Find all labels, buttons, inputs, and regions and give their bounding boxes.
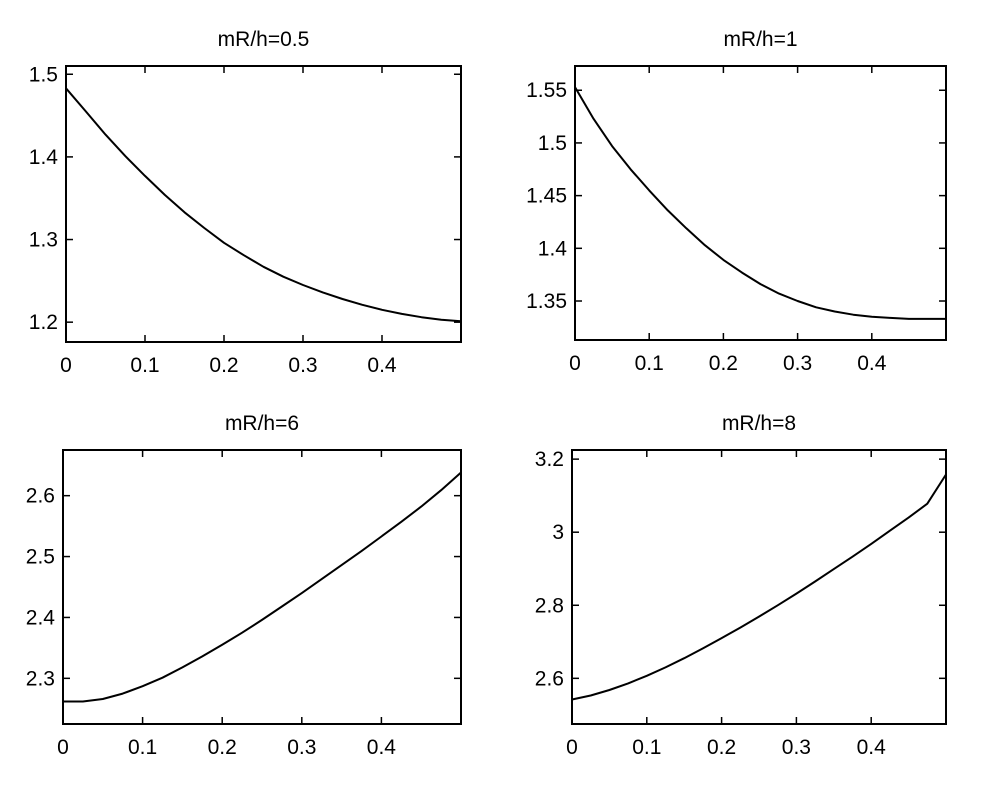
- y-tick-label: 2.6: [535, 667, 564, 690]
- axes-frame: [65, 65, 462, 343]
- subplot-2: mR/h=1 0 0.1 0.2 0.3 0.4 1.35 1.4 1.45 1.5 1.55: [526, 28, 947, 375]
- y-tick-label: 1.55: [526, 79, 567, 102]
- subplot-title: mR/h=6: [225, 412, 299, 435]
- axes-frame: [62, 449, 462, 725]
- x-tick-label: 0.4: [367, 736, 397, 759]
- y-tick-label: 1.2: [29, 311, 58, 334]
- y-tick-label: 1.45: [526, 185, 567, 208]
- axes-frame: [574, 65, 947, 341]
- x-tick-label: 0.4: [857, 352, 887, 375]
- x-tick-label: 0.2: [707, 736, 736, 759]
- axes-frame: [571, 449, 947, 725]
- y-tick-label: 2.5: [26, 546, 55, 569]
- series-line: [63, 471, 462, 703]
- y-tick-label: 1.5: [29, 63, 58, 86]
- subplot-1: mR/h=0.5 0 0.1 0.2 0.3 0.4 1.2 1.3 1.4 1.5: [29, 28, 462, 377]
- y-tick-label: 3: [552, 521, 564, 544]
- y-tick-label: 1.4: [29, 146, 59, 169]
- x-tick-label: 0.1: [635, 352, 664, 375]
- x-tick-label: 0.2: [709, 352, 738, 375]
- y-tick-label: 1.4: [538, 237, 568, 260]
- y-tick-label: 3.2: [535, 448, 564, 471]
- x-tick-label: 0.2: [208, 736, 237, 759]
- y-tick-label: 1.3: [29, 229, 58, 252]
- y-tick-label: 2.8: [535, 594, 564, 617]
- y-tick-label: 2.4: [26, 606, 56, 629]
- y-tick-label: 2.3: [26, 667, 55, 690]
- x-tick-label: 0.1: [632, 736, 661, 759]
- x-tick-label: 0.1: [130, 354, 159, 377]
- x-tick-label: 0: [566, 736, 578, 759]
- y-tick-label: 2.6: [26, 485, 55, 508]
- x-tick-label: 0.4: [857, 736, 887, 759]
- subplot-4: mR/h=8 0 0.1 0.2 0.3 0.4 2.6 2.8 3 3.2: [535, 412, 947, 759]
- subplot-title: mR/h=0.5: [218, 28, 310, 51]
- x-tick-label: 0.4: [367, 354, 397, 377]
- x-tick-label: 0.3: [287, 736, 316, 759]
- x-tick-label: 0.2: [209, 354, 238, 377]
- x-tick-label: 0: [569, 352, 581, 375]
- x-tick-label: 0.1: [128, 736, 157, 759]
- subplot-title: mR/h=1: [723, 28, 797, 51]
- series-line: [571, 473, 947, 701]
- y-tick-label: 1.35: [526, 290, 567, 313]
- subplot-title: mR/h=8: [722, 412, 796, 435]
- series-line: [574, 86, 946, 320]
- x-tick-label: 0.3: [288, 354, 317, 377]
- y-tick-label: 1.5: [538, 132, 567, 155]
- x-tick-label: 0: [60, 354, 72, 377]
- x-tick-label: 0.3: [782, 736, 811, 759]
- x-tick-label: 0.3: [783, 352, 812, 375]
- series-line: [65, 87, 462, 323]
- subplot-3: mR/h=6 0 0.1 0.2 0.3 0.4 2.3 2.4 2.5 2.6: [26, 412, 462, 759]
- x-tick-label: 0: [57, 736, 69, 759]
